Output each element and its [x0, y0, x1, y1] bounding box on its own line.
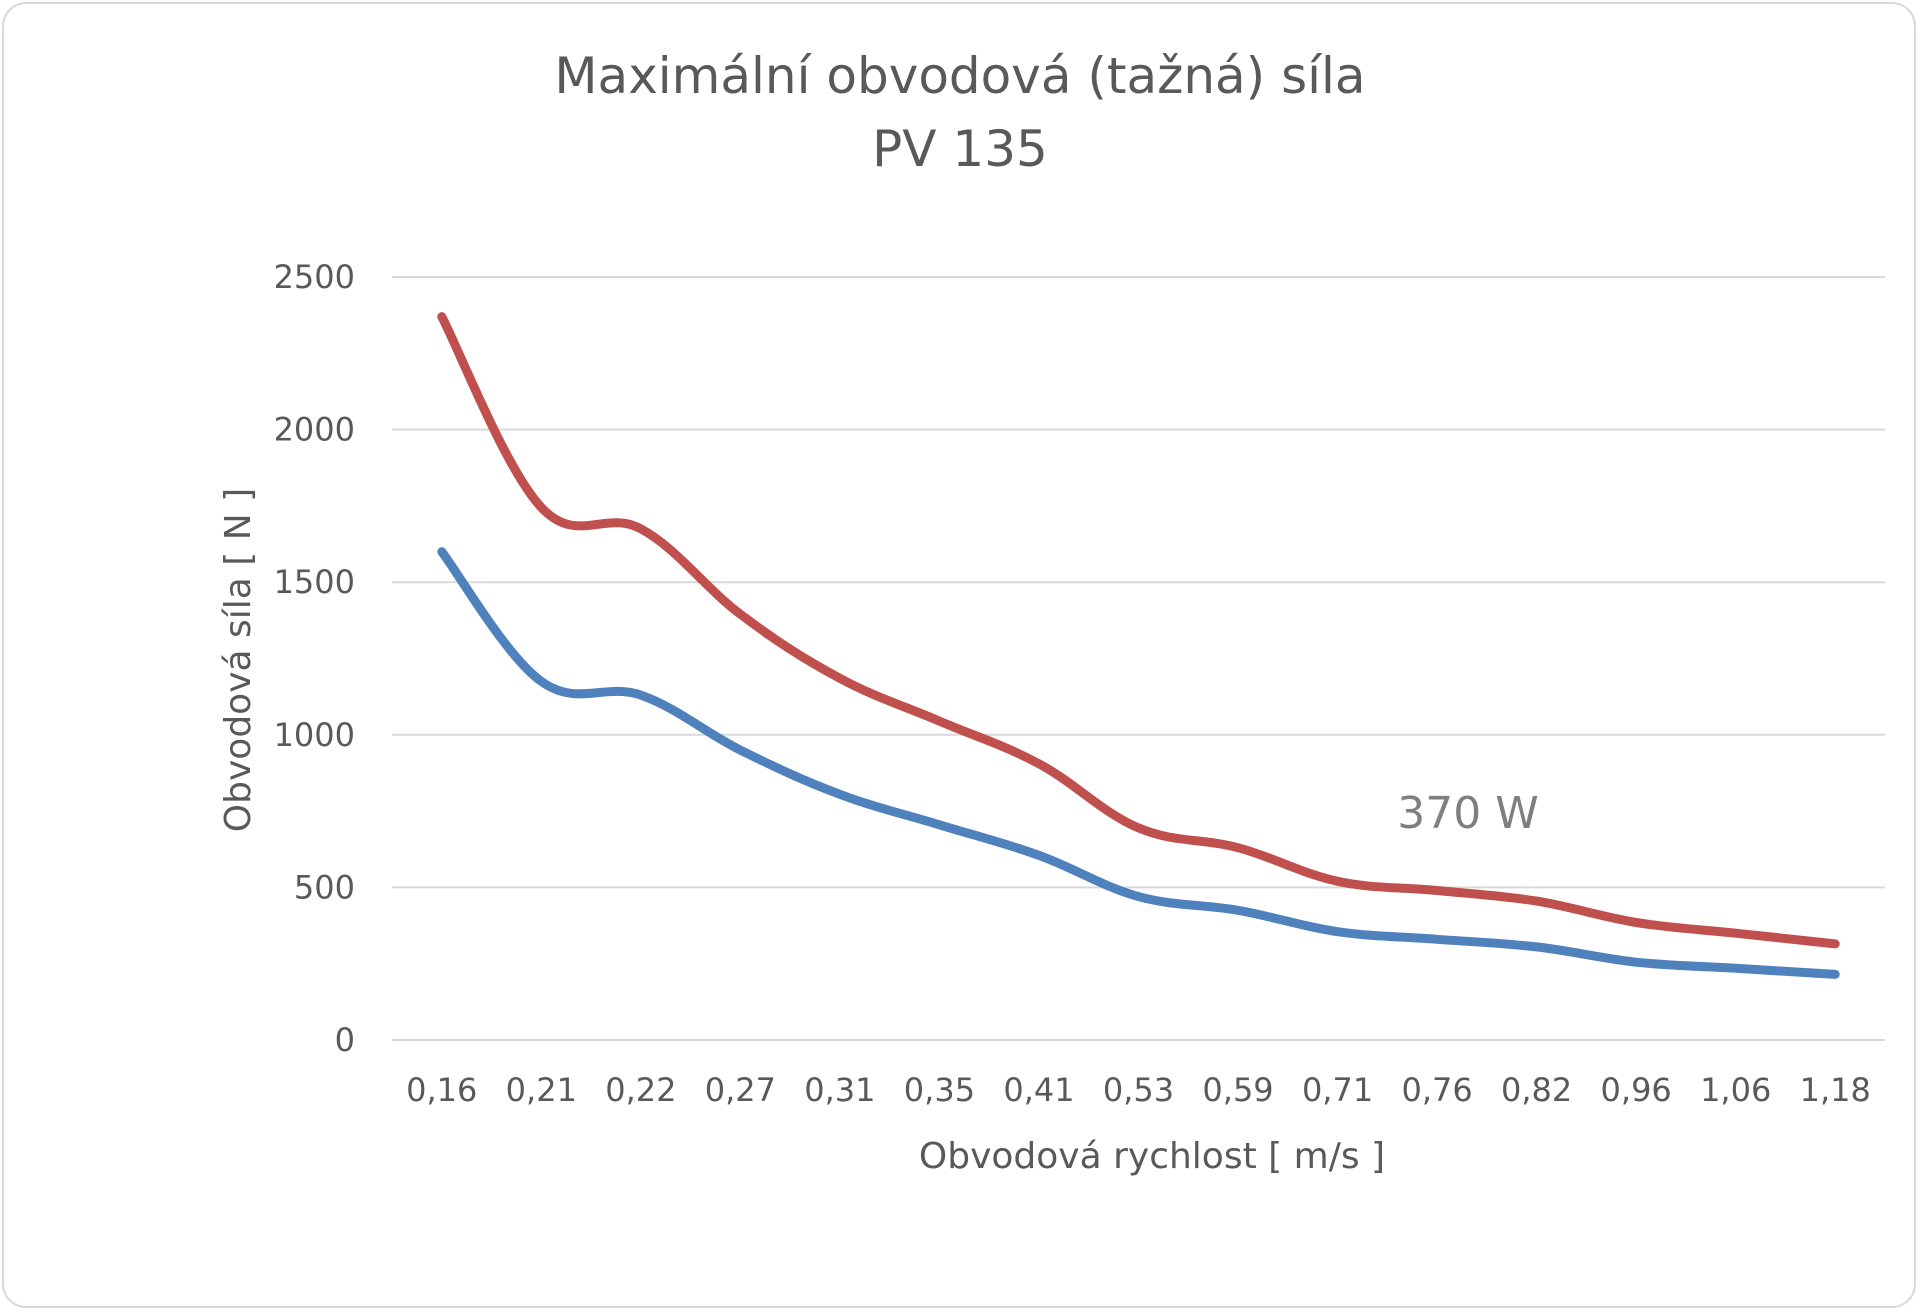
x-tick-label: 0,22 [605, 1071, 676, 1109]
y-axis-title: Obvodová síla [ N ] [218, 488, 259, 832]
y-tick-label: 2500 [274, 258, 355, 296]
x-axis-title: Obvodová rychlost [ m/s ] [919, 1136, 1385, 1177]
x-tick-label: 0,21 [506, 1071, 577, 1109]
y-tick-label: 1000 [274, 716, 355, 754]
x-tick-label: 0,41 [1003, 1071, 1074, 1109]
x-tick-label: 0,35 [904, 1071, 975, 1109]
chart-title: Maximální obvodová (tažná) síla [554, 47, 1365, 105]
x-tick-label: 0,16 [406, 1071, 477, 1109]
x-tick-label: 0,96 [1601, 1071, 1672, 1109]
y-tick-label: 500 [294, 868, 355, 906]
chart-subtitle: PV 135 [872, 120, 1048, 178]
x-tick-label: 1,18 [1800, 1071, 1871, 1109]
annotation-370w: 370 W [1397, 788, 1538, 839]
x-tick-label: 0,27 [705, 1071, 776, 1109]
series-line-blue [437, 547, 1840, 979]
series-line-red [437, 312, 1840, 949]
x-tick-label: 0,76 [1401, 1071, 1472, 1109]
x-tick-label: 1,06 [1700, 1071, 1771, 1109]
gridlines [392, 276, 1885, 1041]
y-tick-label: 0 [335, 1021, 355, 1059]
y-axis-ticks: 0 500 1000 1500 2000 2500 [274, 258, 355, 1059]
x-tick-label: 0,82 [1501, 1071, 1572, 1109]
y-tick-label: 1500 [274, 563, 355, 601]
x-tick-label: 0,71 [1302, 1071, 1373, 1109]
y-tick-label: 2000 [274, 411, 355, 449]
x-tick-label: 0,31 [804, 1071, 875, 1109]
series-lines [437, 312, 1840, 979]
x-tick-label: 0,59 [1202, 1071, 1273, 1109]
x-axis-ticks: 0,16 0,21 0,22 0,27 0,31 0,35 0,41 0,53 0,59 0,71… [406, 1071, 1871, 1109]
x-tick-label: 0,53 [1103, 1071, 1174, 1109]
